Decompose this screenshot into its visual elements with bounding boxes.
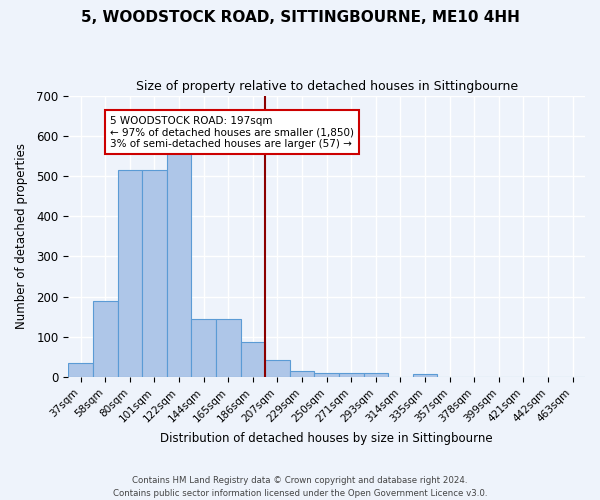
X-axis label: Distribution of detached houses by size in Sittingbourne: Distribution of detached houses by size … [160,432,493,445]
Bar [339,373,364,377]
Bar [93,300,118,377]
Bar [413,374,437,377]
Bar [314,373,339,377]
Bar [290,371,314,377]
Bar [142,170,167,377]
Text: 5 WOODSTOCK ROAD: 197sqm
← 97% of detached houses are smaller (1,850)
3% of semi: 5 WOODSTOCK ROAD: 197sqm ← 97% of detach… [110,116,354,149]
Bar [68,363,93,377]
Text: Contains HM Land Registry data © Crown copyright and database right 2024.
Contai: Contains HM Land Registry data © Crown c… [113,476,487,498]
Y-axis label: Number of detached properties: Number of detached properties [15,144,28,330]
Bar [216,319,241,377]
Bar [167,150,191,377]
Text: 5, WOODSTOCK ROAD, SITTINGBOURNE, ME10 4HH: 5, WOODSTOCK ROAD, SITTINGBOURNE, ME10 4… [80,10,520,25]
Title: Size of property relative to detached houses in Sittingbourne: Size of property relative to detached ho… [136,80,518,93]
Bar [118,170,142,377]
Bar [364,373,388,377]
Bar [191,319,216,377]
Bar [241,342,265,377]
Bar [265,360,290,377]
